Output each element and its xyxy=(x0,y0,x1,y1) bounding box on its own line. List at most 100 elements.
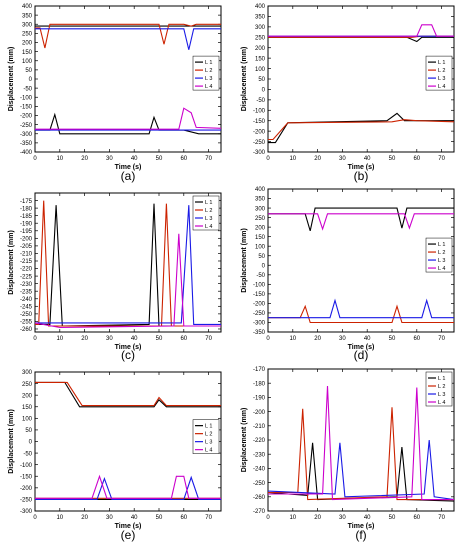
y-tick-label: -250 xyxy=(20,123,33,129)
y-axis-label: Displacement (mm) xyxy=(241,228,248,293)
y-tick-label: 150 xyxy=(255,56,266,62)
y-tick-label: 0 xyxy=(29,77,33,83)
y-tick-label: 50 xyxy=(258,77,265,83)
x-tick-label: 10 xyxy=(56,515,63,521)
y-tick-label: -230 xyxy=(20,282,33,288)
x-tick-label: 0 xyxy=(266,336,270,342)
y-tick-label: -270 xyxy=(253,509,266,515)
y-tick-label: -150 xyxy=(253,119,266,125)
legend-label: L 3 xyxy=(438,392,445,398)
y-tick-label: -100 xyxy=(253,283,266,289)
x-tick-label: 30 xyxy=(106,336,113,342)
x-tick-label: 30 xyxy=(106,156,113,162)
x-tick-label: 30 xyxy=(339,156,346,162)
legend-label: L 1 xyxy=(205,424,212,430)
y-tick-label: 400 xyxy=(255,4,266,10)
y-tick-label: -240 xyxy=(253,467,266,473)
y-axis-label: Displacement (mm) xyxy=(8,47,15,112)
legend-label: L 2 xyxy=(438,68,445,74)
y-tick-label: -205 xyxy=(20,244,33,250)
series-line-l1 xyxy=(35,112,221,135)
x-tick-label: 40 xyxy=(131,515,138,521)
y-tick-label: 250 xyxy=(22,382,33,388)
x-tick-label: 10 xyxy=(289,156,296,162)
legend-label: L 3 xyxy=(205,216,212,222)
series-line-l4 xyxy=(35,233,221,329)
y-tick-label: 250 xyxy=(22,32,33,38)
y-tick-label: -200 xyxy=(253,302,266,308)
plot-frame xyxy=(34,5,222,153)
series-line-l1 xyxy=(35,203,221,327)
y-tick-label: 200 xyxy=(22,41,33,47)
y-tick-label: -170 xyxy=(253,367,266,373)
legend-label: L 1 xyxy=(438,242,445,248)
x-tick-label: 70 xyxy=(438,515,445,521)
x-axis-label: Time (s) xyxy=(115,164,142,171)
legend-label: L 4 xyxy=(205,448,212,454)
legend-label: L 3 xyxy=(205,76,212,82)
chart-panel-b: 400350300250200150100500-50-100-150-200-… xyxy=(241,4,455,183)
y-tick-label: -250 xyxy=(253,481,266,487)
y-tick-label: 200 xyxy=(22,393,33,399)
series-line-l2 xyxy=(35,381,221,407)
y-tick-label: -100 xyxy=(20,95,33,101)
y-tick-label: 400 xyxy=(255,187,266,193)
y-tick-label: -210 xyxy=(253,424,266,430)
y-tick-label: 350 xyxy=(255,15,266,21)
chart-panel-e: 300250200150100500-50-100-150-200-250-30… xyxy=(8,370,222,542)
y-tick-label: 150 xyxy=(255,235,266,241)
chart-panel-c: -175-180 -185-190 -195 -200-205 -210-215 -220… xyxy=(8,192,222,362)
y-tick-label: -245 xyxy=(20,305,33,311)
legend-label: L 2 xyxy=(438,250,445,256)
x-tick-label: 50 xyxy=(156,156,163,162)
x-axis-label: Time (s) xyxy=(115,344,142,351)
y-tick-label: -200 xyxy=(20,237,33,243)
y-tick-label: 100 xyxy=(255,67,266,73)
y-tick-label: 400 xyxy=(22,4,33,10)
legend-label: L 1 xyxy=(438,60,445,66)
y-tick-label: -200 xyxy=(253,410,266,416)
x-tick-label: 60 xyxy=(413,336,420,342)
series-line-l2 xyxy=(35,200,221,327)
y-tick-label: -260 xyxy=(253,495,266,501)
x-tick-label: 20 xyxy=(314,156,321,162)
panel-caption: (b) xyxy=(354,169,369,183)
y-tick-label: -250 xyxy=(253,140,266,146)
series-line-l1 xyxy=(268,112,454,144)
y-tick-label: -235 xyxy=(20,289,33,295)
y-tick-label: -50 xyxy=(23,86,32,92)
x-tick-label: 0 xyxy=(33,515,37,521)
y-tick-label: -200 xyxy=(20,486,33,492)
y-tick-label: 0 xyxy=(29,440,33,446)
y-tick-label: -185 xyxy=(20,214,33,220)
plot-frame xyxy=(34,192,222,333)
series-line-l4 xyxy=(268,213,454,231)
legend-label: L 1 xyxy=(438,376,445,382)
y-tick-label: 0 xyxy=(262,263,266,269)
y-tick-label: -230 xyxy=(253,452,266,458)
y-axis-label: Displacement (mm) xyxy=(8,409,15,474)
y-tick-label: -250 xyxy=(20,312,33,318)
legend-label: L 1 xyxy=(205,60,212,66)
y-tick-label: -255 xyxy=(20,320,33,326)
y-tick-label: -210 xyxy=(20,252,33,258)
y-tick-label: -50 xyxy=(23,451,32,457)
y-tick-label: 250 xyxy=(255,35,266,41)
legend-label: L 2 xyxy=(205,68,212,74)
y-tick-label: -150 xyxy=(253,292,266,298)
chart-panel-f: -170 -180 -190 -200 -210 -220 -230 -240 -250 -260… xyxy=(241,367,455,542)
y-tick-label: -250 xyxy=(253,311,266,317)
legend-label: L 2 xyxy=(205,208,212,214)
y-tick-label: 100 xyxy=(255,244,266,250)
y-tick-label: -250 xyxy=(20,498,33,504)
series-line-l4 xyxy=(35,474,221,499)
x-tick-label: 60 xyxy=(180,156,187,162)
legend-label: L 3 xyxy=(438,76,445,82)
plot-frame xyxy=(267,5,455,153)
y-axis-label: Displacement (mm) xyxy=(241,47,248,112)
x-tick-label: 50 xyxy=(389,156,396,162)
series-line-l3 xyxy=(35,205,221,325)
y-axis-label: Displacement (mm) xyxy=(241,408,248,473)
series-line-l1 xyxy=(268,207,454,232)
y-tick-label: 350 xyxy=(22,13,33,19)
